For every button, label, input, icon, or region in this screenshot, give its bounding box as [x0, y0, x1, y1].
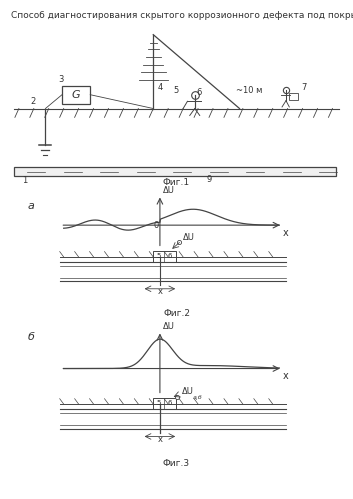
Text: ~10 м: ~10 м	[236, 86, 263, 95]
Text: 5: 5	[173, 86, 178, 95]
Text: 1: 1	[22, 176, 28, 185]
Text: Фиг.3: Фиг.3	[163, 459, 190, 468]
Text: 6: 6	[168, 401, 172, 407]
Text: 6: 6	[168, 253, 172, 259]
Text: ΔU: ΔU	[183, 233, 195, 242]
Bar	[152, 251, 176, 262]
Text: Фиг.2: Фиг.2	[163, 309, 190, 318]
Text: ΔU: ΔU	[163, 186, 175, 195]
Text: x: x	[283, 228, 288, 238]
Text: Способ диагностирования скрытого коррозионного дефекта под покрытием.: Способ диагностирования скрытого коррози…	[11, 10, 353, 19]
Bar	[152, 398, 176, 409]
Text: 9: 9	[207, 176, 211, 185]
Text: ΔU: ΔU	[181, 387, 193, 396]
Bar	[289, 93, 298, 100]
Text: ΔU: ΔU	[163, 321, 175, 330]
Text: 5: 5	[156, 253, 161, 259]
Text: б: б	[27, 332, 34, 342]
Text: 6: 6	[196, 88, 202, 97]
Text: Фиг.1: Фиг.1	[163, 178, 190, 187]
Bar	[14, 167, 336, 176]
Text: G: G	[72, 90, 80, 100]
Text: 4: 4	[157, 83, 162, 92]
Text: 7: 7	[301, 83, 306, 92]
Text: 3: 3	[58, 75, 64, 84]
Text: 2: 2	[30, 97, 36, 106]
Text: 0: 0	[154, 222, 159, 231]
Text: x: x	[283, 371, 288, 381]
Text: 5: 5	[156, 401, 161, 407]
Text: x: x	[157, 435, 162, 444]
Text: а: а	[27, 201, 34, 211]
Text: а,б: а,б	[193, 395, 203, 400]
Text: x: x	[157, 286, 162, 296]
Bar	[62, 86, 90, 104]
